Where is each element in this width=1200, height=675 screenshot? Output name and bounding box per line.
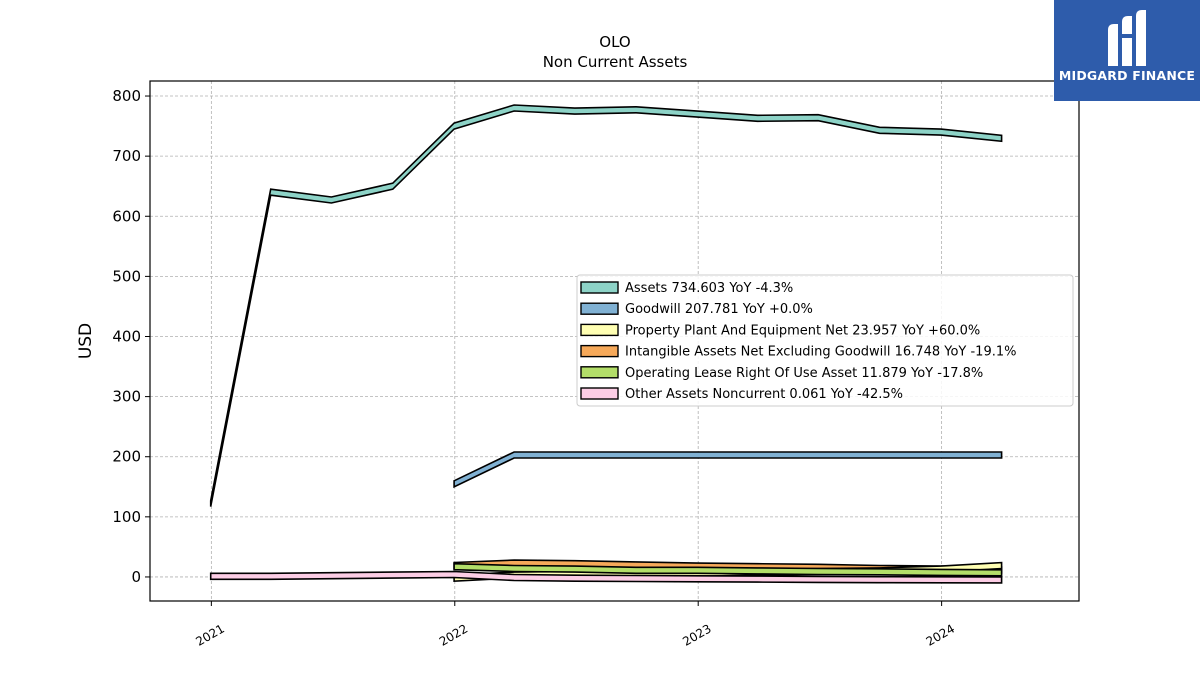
y-tick-label: 500 bbox=[112, 267, 141, 285]
midgard-logo-icon bbox=[1108, 10, 1146, 66]
y-tick-label: 700 bbox=[112, 147, 141, 165]
legend-label[interactable]: Property Plant And Equipment Net 23.957 … bbox=[625, 323, 980, 338]
legend-swatch[interactable] bbox=[580, 323, 619, 337]
legend-box bbox=[576, 274, 1074, 407]
series-layer bbox=[209, 104, 1003, 584]
brand-logo: MIDGARD FINANCE bbox=[1054, 0, 1200, 101]
chart-title: OLO bbox=[599, 33, 630, 51]
x-tick-label: 2022 bbox=[437, 621, 470, 648]
y-axis-label: USD bbox=[76, 323, 96, 359]
legend-swatch[interactable] bbox=[580, 281, 619, 294]
legend-label[interactable]: Goodwill 207.781 YoY +0.0% bbox=[625, 302, 813, 317]
legend-label[interactable]: Operating Lease Right Of Use Asset 11.87… bbox=[625, 366, 983, 381]
y-tick-label: 0 bbox=[131, 568, 141, 586]
y-tick-label: 600 bbox=[112, 207, 141, 225]
x-tick-label: 2021 bbox=[193, 621, 226, 648]
legend-label[interactable]: Other Assets Noncurrent 0.061 YoY -42.5% bbox=[625, 387, 903, 402]
plot-frame bbox=[149, 80, 1080, 602]
y-tick-label: 200 bbox=[112, 448, 141, 466]
series-band bbox=[453, 562, 1003, 577]
y-tick-label: 300 bbox=[112, 388, 141, 406]
x-tick-label: 2023 bbox=[680, 621, 713, 648]
series-band bbox=[209, 104, 1003, 507]
legend-swatch[interactable] bbox=[580, 302, 619, 315]
legend-label[interactable]: Intangible Assets Net Excluding Goodwill… bbox=[625, 345, 1016, 360]
legend-swatch[interactable] bbox=[580, 344, 619, 358]
series-band bbox=[209, 570, 1003, 584]
legend[interactable]: Assets 734.603 YoY -4.3% Goodwill 207.781… bbox=[576, 274, 1074, 407]
x-tick-label: 2024 bbox=[924, 621, 957, 648]
y-tick-label: 400 bbox=[112, 327, 141, 345]
y-tick-label: 100 bbox=[112, 508, 141, 526]
legend-swatch[interactable] bbox=[580, 366, 619, 379]
series-band bbox=[453, 451, 1003, 489]
chart-subtitle: Non Current Assets bbox=[543, 53, 688, 71]
y-tick-label: 800 bbox=[112, 87, 141, 105]
logo-text: MIDGARD FINANCE bbox=[1058, 68, 1196, 83]
legend-label[interactable]: Assets 734.603 YoY -4.3% bbox=[625, 281, 793, 296]
legend-swatch[interactable] bbox=[580, 387, 619, 400]
